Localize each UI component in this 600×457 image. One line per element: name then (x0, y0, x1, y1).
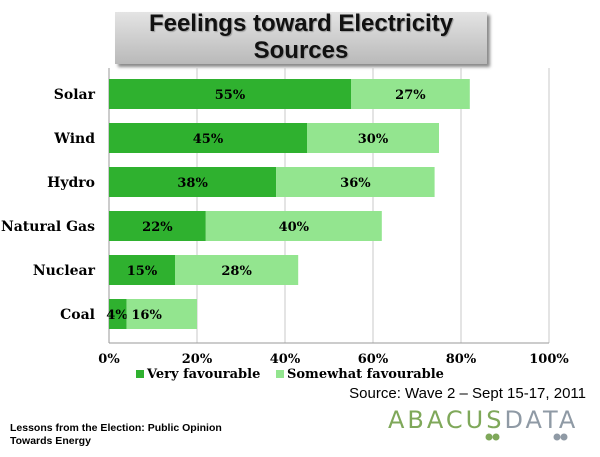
bar-very-natural-gas (109, 211, 206, 241)
legend-swatch-very (136, 370, 144, 378)
footer-note: Lessons from the Election: Public Opinio… (10, 422, 222, 447)
x-tick-label-100: 100% (529, 352, 569, 367)
source-note: Source: Wave 2 – Sept 15-17, 2011 (349, 385, 586, 402)
chart-title-line-2: Sources (253, 37, 349, 64)
title-background (115, 12, 487, 64)
data-label-very-coal: 4% (106, 308, 128, 323)
category-label-nuclear: Nuclear (33, 263, 96, 279)
data-label-very-hydro: 38% (177, 176, 208, 191)
bar-somewhat-hydro (276, 167, 435, 197)
category-label-solar: Solar (54, 87, 96, 103)
category-label-wind: Wind (53, 131, 95, 147)
data-label-somewhat-solar: 27% (395, 88, 426, 103)
data-label-very-wind: 45% (193, 132, 224, 147)
chart-title-line-1: Feelings toward Electricity (148, 10, 454, 37)
category-label-coal: Coal (60, 307, 95, 323)
bar-somewhat-natural-gas (205, 211, 382, 241)
bar-somewhat-wind (307, 123, 439, 153)
x-tick-label-60: 60% (358, 352, 389, 367)
category-label-natural-gas: Natural Gas (1, 219, 95, 235)
bar-somewhat-nuclear (175, 255, 299, 285)
x-tick-label-0: 0% (98, 352, 120, 367)
bar-very-coal (109, 299, 127, 329)
bar-somewhat-coal (126, 299, 197, 329)
category-label-hydro: Hydro (47, 175, 95, 191)
x-tick-label-20: 20% (182, 352, 213, 367)
legend-swatch-somewhat (276, 370, 284, 378)
data-label-very-nuclear: 15% (127, 264, 158, 279)
chart-title: Feelings toward Electricity Sources (115, 10, 487, 64)
bar-very-solar (109, 79, 351, 109)
logo-dots-icon (485, 433, 568, 441)
data-label-somewhat-wind: 30% (358, 132, 389, 147)
data-label-somewhat-hydro: 36% (340, 176, 371, 191)
logo-word-abacus: ABACUS (388, 406, 505, 434)
x-tick-label-80: 80% (446, 352, 477, 367)
data-label-somewhat-nuclear: 28% (221, 264, 252, 279)
x-tick-label-40: 40% (270, 352, 301, 367)
legend-label-very: Very favourable (146, 367, 260, 382)
bar-somewhat-solar (351, 79, 470, 109)
bar-very-nuclear (109, 255, 175, 285)
legend-label-somewhat: Somewhat favourable (287, 367, 444, 382)
logo-word-data: DATA (504, 406, 579, 434)
data-label-somewhat-natural-gas: 40% (279, 220, 310, 235)
data-label-very-solar: 55% (215, 88, 246, 103)
bar-very-hydro (109, 167, 277, 197)
bar-very-wind (109, 123, 307, 153)
abacus-data-logo: ABACUSDATA (388, 406, 578, 434)
data-label-somewhat-coal: 16% (131, 308, 162, 323)
data-label-very-natural-gas: 22% (142, 220, 173, 235)
